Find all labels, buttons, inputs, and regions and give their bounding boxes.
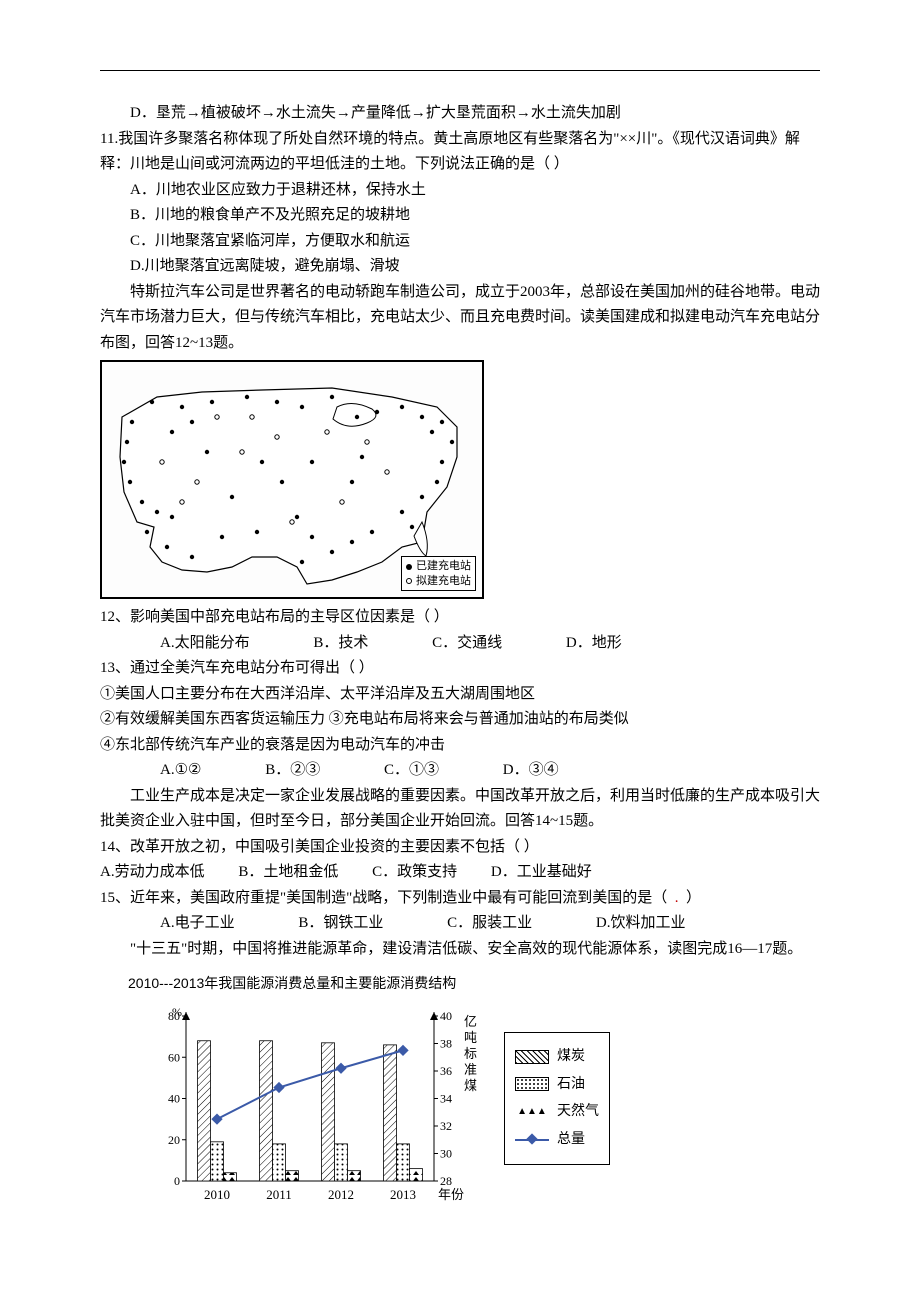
svg-text:吨: 吨	[464, 1030, 477, 1045]
q12-stem: 12、影响美国中部充电站布局的主导区位因素是（ ）	[100, 605, 820, 631]
q13-option-c: C．①③	[354, 758, 439, 784]
energy-chart: 020406080%28303234363840亿吨标准煤20102011201…	[140, 1002, 480, 1217]
q14-option-c: C．政策支持	[372, 860, 457, 886]
svg-text:2011: 2011	[266, 1187, 292, 1202]
q12-option-c: C．交通线	[402, 631, 502, 657]
q13-statement-2-3: ②有效缓解美国东西客货运输压力 ③充电站布局将来会与普通加油站的布局类似	[100, 707, 820, 733]
svg-text:准: 准	[464, 1062, 477, 1077]
svg-text:%: %	[172, 1005, 182, 1019]
svg-text:28: 28	[440, 1174, 452, 1188]
energy-svg: 020406080%28303234363840亿吨标准煤20102011201…	[140, 1002, 480, 1217]
q11-option-c: C．川地聚落宜紧临河岸，方便取水和航运	[100, 229, 820, 255]
legend-coal-label: 煤炭	[557, 1045, 585, 1069]
q15-option-c: C．服装工业	[417, 911, 532, 937]
svg-text:亿: 亿	[464, 1014, 477, 1029]
q14-option-d: D．工业基础好	[491, 860, 592, 886]
q12-option-b: B．技术	[283, 631, 368, 657]
q15-option-b: B．钢铁工业	[268, 911, 383, 937]
svg-text:36: 36	[440, 1064, 452, 1078]
legend-oil-label: 石油	[557, 1073, 585, 1097]
q15-stem-text: 15、近年来，美国政府重提"美国制造"战略，下列制造业中最有可能回流到美国的是（	[100, 890, 667, 906]
q11-option-a: A．川地农业区应致力于退耕还林，保持水土	[100, 178, 820, 204]
q15-options: A.电子工业 B．钢铁工业 C．服装工业 D.饮料加工业	[100, 911, 820, 937]
legend-built: 已建充电站	[406, 559, 471, 573]
swatch-oil-icon	[515, 1077, 549, 1091]
top-rule	[100, 70, 820, 71]
q15-option-a: A.电子工业	[130, 911, 235, 937]
q12-option-d: D．地形	[536, 631, 622, 657]
q14-option-a: A.劳动力成本低	[100, 860, 205, 886]
legend-gas-label: 天然气	[557, 1100, 599, 1124]
industry-passage: 工业生产成本是决定一家企业发展战略的重要因素。中国改革开放之后，利用当时低廉的生…	[100, 784, 820, 835]
q13-option-d: D．③④	[473, 758, 559, 784]
svg-text:标: 标	[464, 1046, 477, 1061]
legend-oil: 石油	[515, 1073, 599, 1097]
q10-option-d: D．垦荒→植被破坏→水土流失→产量降低→扩大垦荒面积→水土流失加剧	[100, 101, 820, 127]
svg-text:2010: 2010	[204, 1187, 230, 1202]
us-outline	[120, 388, 457, 584]
swatch-gas-icon: ▲▲▲	[515, 1105, 549, 1119]
dot-solid-icon	[406, 564, 412, 570]
q12-option-a: A.太阳能分布	[130, 631, 250, 657]
q11-stem: 11.我国许多聚落名称体现了所处自然环境的特点。黄土高原地区有些聚落名为"××川…	[100, 127, 820, 178]
q11-option-d: D.川地聚落宜远离陡坡，避免崩塌、滑坡	[100, 254, 820, 280]
svg-text:32: 32	[440, 1119, 452, 1133]
svg-text:60: 60	[168, 1050, 180, 1064]
svg-text:20: 20	[168, 1133, 180, 1147]
page: D．垦荒→植被破坏→水土流失→产量降低→扩大垦荒面积→水土流失加剧 11.我国许…	[0, 0, 920, 1257]
svg-text:2012: 2012	[328, 1187, 354, 1202]
q13-stem: 13、通过全美汽车充电站分布可得出（ ）	[100, 656, 820, 682]
q13-option-b: B．②③	[235, 758, 320, 784]
energy-passage: "十三五"时期，中国将推进能源革命，建设清洁低碳、安全高效的现代能源体系，读图完…	[100, 937, 820, 963]
svg-text:年份: 年份	[438, 1187, 464, 1202]
svg-text:40: 40	[440, 1009, 452, 1023]
energy-chart-area: 020406080%28303234363840亿吨标准煤20102011201…	[140, 1002, 820, 1217]
svg-text:34: 34	[440, 1091, 452, 1105]
energy-chart-legend: 煤炭 石油 ▲▲▲ 天然气 总量	[504, 1032, 610, 1165]
energy-chart-title: 2010---2013年我国能源消费总量和主要能源消费结构	[100, 972, 820, 996]
legend-coal: 煤炭	[515, 1045, 599, 1069]
q14-stem: 14、改革开放之初，中国吸引美国企业投资的主要因素不包括（ ）	[100, 835, 820, 861]
us-charging-stations-map: 已建充电站 拟建充电站	[100, 360, 484, 599]
legend-planned-label: 拟建充电站	[416, 574, 471, 588]
q13-option-a: A.①②	[130, 758, 201, 784]
tesla-passage: 特斯拉汽车公司是世界著名的电动轿跑车制造公司，成立于2003年，总部设在美国加州…	[100, 280, 820, 357]
swatch-coal-icon	[515, 1050, 549, 1064]
q14-options: A.劳动力成本低 B．土地租金低 C．政策支持 D．工业基础好	[100, 860, 820, 886]
map-legend: 已建充电站 拟建充电站	[401, 556, 476, 591]
red-dot-icon: .	[671, 890, 682, 906]
svg-text:2013: 2013	[390, 1187, 416, 1202]
legend-built-label: 已建充电站	[416, 559, 471, 573]
svg-text:30: 30	[440, 1146, 452, 1160]
svg-text:煤: 煤	[464, 1078, 477, 1093]
q12-options: A.太阳能分布 B．技术 C．交通线 D．地形	[100, 631, 820, 657]
legend-gas: ▲▲▲ 天然气	[515, 1100, 599, 1124]
q15-stem: 15、近年来，美国政府重提"美国制造"战略，下列制造业中最有可能回流到美国的是（…	[100, 886, 820, 912]
svg-text:40: 40	[168, 1091, 180, 1105]
q13-options: A.①② B．②③ C．①③ D．③④	[100, 758, 820, 784]
legend-total-label: 总量	[557, 1128, 585, 1152]
q15-option-d: D.饮料加工业	[566, 911, 686, 937]
legend-total: 总量	[515, 1128, 599, 1152]
swatch-total-icon	[515, 1139, 549, 1141]
legend-planned: 拟建充电站	[406, 574, 471, 588]
q11-option-b: B．川地的粮食单产不及光照充足的坡耕地	[100, 203, 820, 229]
q15-close-paren: ）	[686, 890, 701, 906]
dot-hollow-icon	[406, 578, 412, 584]
q13-statement-4: ④东北部传统汽车产业的衰落是因为电动汽车的冲击	[100, 733, 820, 759]
svg-text:38: 38	[440, 1036, 452, 1050]
q14-option-b: B．土地租金低	[238, 860, 338, 886]
q13-statement-1: ①美国人口主要分布在大西洋沿岸、太平洋沿岸及五大湖周围地区	[100, 682, 820, 708]
svg-text:0: 0	[174, 1174, 180, 1188]
